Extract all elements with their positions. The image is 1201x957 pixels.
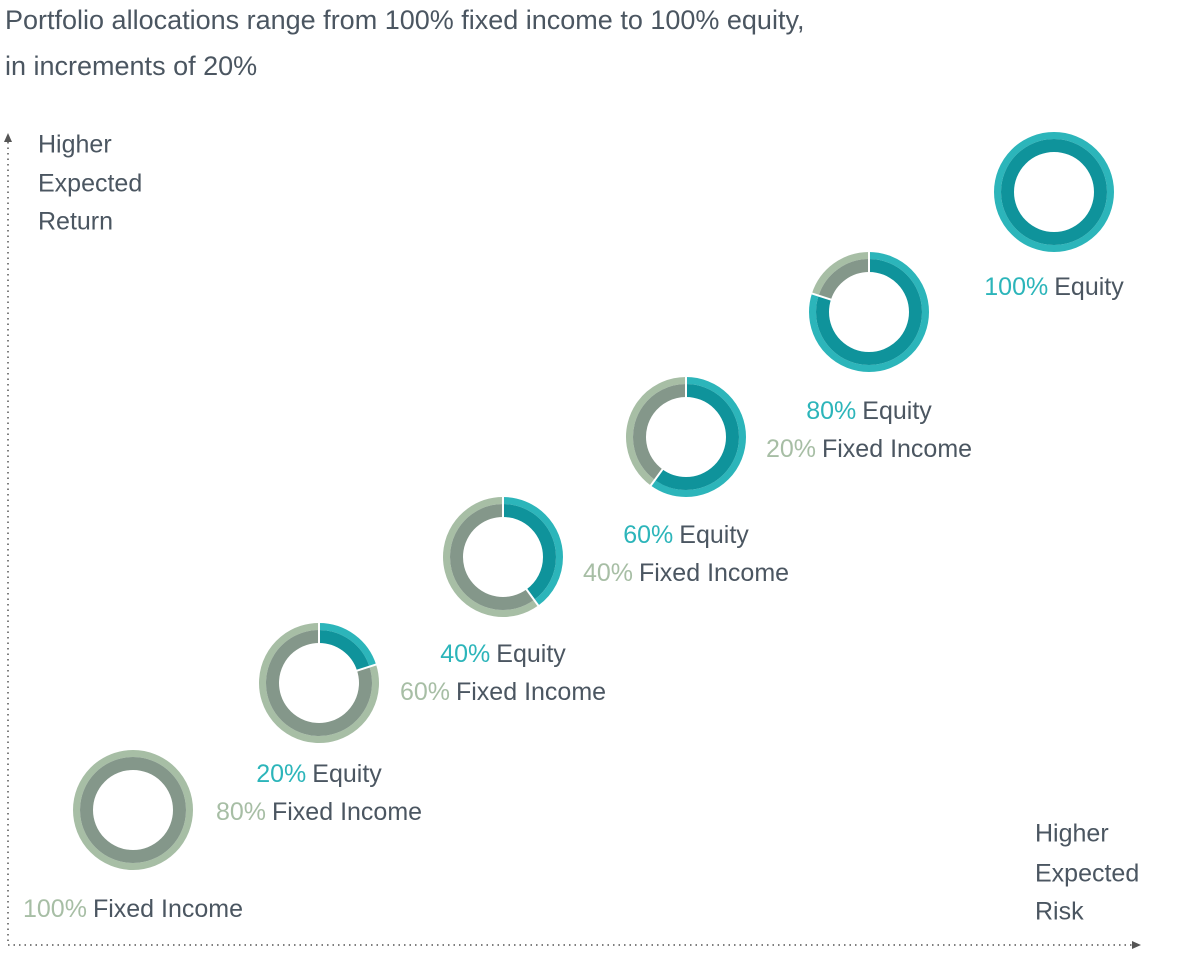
slice-value: 20% bbox=[766, 435, 816, 463]
slice-label: 100% Equity bbox=[984, 273, 1124, 301]
slice-value: 100% bbox=[23, 895, 87, 923]
slice-label: 20% Equity bbox=[256, 760, 382, 788]
slice-name: Equity bbox=[496, 640, 566, 668]
slice-label: 60% Fixed Income bbox=[400, 678, 606, 706]
y-axis-arrow bbox=[4, 133, 12, 142]
slice-label: 40% Fixed Income bbox=[583, 559, 789, 587]
slice-value: 80% bbox=[216, 798, 266, 826]
slice-label: 80% Equity bbox=[806, 397, 932, 425]
slice-value: 40% bbox=[583, 559, 633, 587]
slice-value: 80% bbox=[806, 397, 856, 425]
slice-name: Fixed Income bbox=[822, 435, 972, 463]
y-axis-label: Expected bbox=[38, 170, 142, 198]
donut-slice bbox=[80, 757, 186, 863]
x-axis-label: Expected bbox=[1035, 860, 1139, 888]
slice-label: 20% Fixed Income bbox=[766, 435, 972, 463]
slice-label: 60% Equity bbox=[623, 521, 749, 549]
slice-label: 40% Equity bbox=[440, 640, 566, 668]
slice-name: Fixed Income bbox=[639, 559, 789, 587]
title-line: in increments of 20% bbox=[5, 51, 257, 81]
x-axis-label: Risk bbox=[1035, 898, 1084, 926]
slice-name: Fixed Income bbox=[93, 895, 243, 923]
slice-name: Equity bbox=[1054, 273, 1124, 301]
donut-slice bbox=[994, 132, 1114, 252]
slice-value: 60% bbox=[400, 678, 450, 706]
slice-value: 60% bbox=[623, 521, 673, 549]
slice-label: 100% Fixed Income bbox=[23, 895, 243, 923]
slice-name: Equity bbox=[312, 760, 382, 788]
x-axis-label: Higher bbox=[1035, 820, 1109, 848]
slice-name: Equity bbox=[679, 521, 749, 549]
y-axis-label: Return bbox=[38, 208, 113, 236]
slice-separator bbox=[649, 467, 664, 487]
x-axis-arrow bbox=[1132, 941, 1141, 949]
slice-separator bbox=[355, 663, 378, 672]
slice-value: 40% bbox=[440, 640, 490, 668]
slice-name: Fixed Income bbox=[456, 678, 606, 706]
donut-slice bbox=[73, 750, 193, 870]
slice-label: 80% Fixed Income bbox=[216, 798, 422, 826]
slice-value: 20% bbox=[256, 760, 306, 788]
y-axis-label: Higher bbox=[38, 131, 112, 159]
slice-name: Equity bbox=[862, 397, 932, 425]
slice-separator bbox=[810, 292, 833, 301]
slice-value: 100% bbox=[984, 273, 1048, 301]
slice-separator bbox=[525, 587, 540, 607]
slice-name: Fixed Income bbox=[272, 798, 422, 826]
donut-slice bbox=[1001, 139, 1107, 245]
title-line: Portfolio allocations range from 100% fi… bbox=[5, 5, 804, 35]
